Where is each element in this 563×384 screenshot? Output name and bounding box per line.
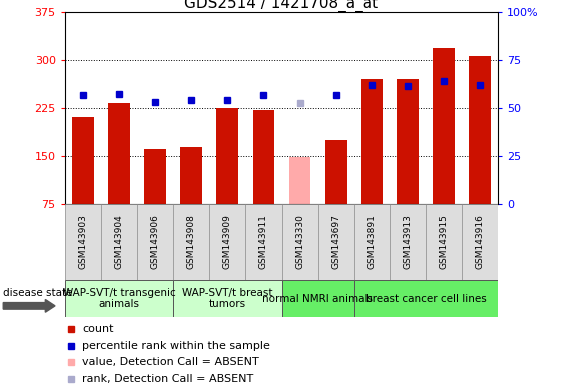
- Bar: [253, 110, 274, 204]
- Text: GSM143909: GSM143909: [223, 215, 232, 269]
- Text: GSM143697: GSM143697: [331, 215, 340, 269]
- Text: WAP-SVT/t transgenic
animals: WAP-SVT/t transgenic animals: [62, 288, 175, 310]
- Text: GSM143911: GSM143911: [259, 215, 268, 269]
- Text: count: count: [82, 324, 114, 334]
- Bar: [180, 147, 202, 204]
- Text: GSM143903: GSM143903: [78, 215, 87, 269]
- Bar: [289, 157, 310, 204]
- Text: WAP-SVT/t breast
tumors: WAP-SVT/t breast tumors: [182, 288, 272, 310]
- Bar: [434, 48, 455, 204]
- Bar: [108, 103, 129, 204]
- Bar: [282, 280, 354, 317]
- Bar: [361, 79, 383, 204]
- Bar: [397, 79, 419, 204]
- Title: GDS2514 / 1421708_a_at: GDS2514 / 1421708_a_at: [185, 0, 378, 12]
- Text: percentile rank within the sample: percentile rank within the sample: [82, 341, 270, 351]
- Bar: [173, 280, 282, 317]
- Text: GSM143913: GSM143913: [404, 215, 413, 269]
- Text: GSM143916: GSM143916: [476, 215, 485, 269]
- Bar: [325, 139, 347, 204]
- Text: GSM143915: GSM143915: [440, 215, 449, 269]
- Text: disease state: disease state: [3, 288, 73, 298]
- Text: rank, Detection Call = ABSENT: rank, Detection Call = ABSENT: [82, 374, 253, 384]
- Text: breast cancer cell lines: breast cancer cell lines: [365, 293, 486, 304]
- Bar: [65, 280, 173, 317]
- Bar: [144, 149, 166, 204]
- Text: GSM143906: GSM143906: [150, 215, 159, 269]
- Text: normal NMRI animals: normal NMRI animals: [262, 293, 373, 304]
- Text: value, Detection Call = ABSENT: value, Detection Call = ABSENT: [82, 358, 259, 367]
- Text: GSM143891: GSM143891: [367, 215, 376, 269]
- Bar: [470, 56, 491, 204]
- FancyArrow shape: [3, 300, 55, 312]
- Bar: [216, 108, 238, 204]
- Bar: [354, 280, 498, 317]
- Bar: [72, 117, 93, 204]
- Text: GSM143908: GSM143908: [187, 215, 196, 269]
- Text: GSM143904: GSM143904: [114, 215, 123, 269]
- Text: GSM143330: GSM143330: [295, 215, 304, 269]
